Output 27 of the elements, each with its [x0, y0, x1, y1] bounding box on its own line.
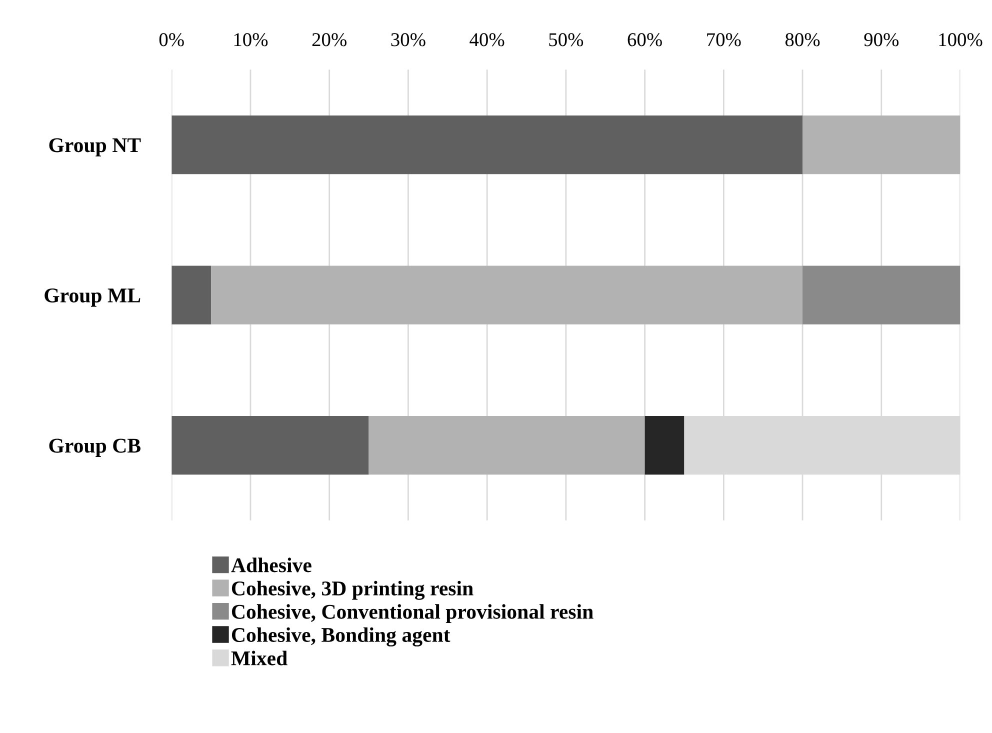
x-tick-label: 10% — [234, 33, 268, 46]
bar — [172, 416, 369, 475]
y-tick-label: Group NT — [49, 138, 141, 156]
x-tick-label: 0% — [159, 33, 184, 46]
bar — [644, 416, 684, 475]
bar — [368, 416, 645, 475]
bar — [211, 266, 803, 324]
legend-label: Cohesive, Conventional provisional resin — [232, 604, 594, 624]
y-tick-label: Group ML — [44, 288, 140, 307]
y-tick-label: Group CB — [49, 438, 140, 457]
bar — [802, 115, 960, 174]
legend-label: Cohesive, Bonding agent — [232, 627, 450, 646]
x-tick-label: 60% — [628, 33, 662, 46]
x-tick-label: 30% — [391, 33, 426, 46]
bar — [172, 266, 212, 324]
x-tick-label: 80% — [785, 33, 820, 46]
x-tick-label: 100% — [939, 33, 982, 46]
bar — [802, 266, 960, 324]
bar — [172, 115, 803, 174]
x-tick-label: 20% — [312, 33, 346, 46]
legend-label: Cohesive, 3D printing resin — [232, 580, 474, 600]
x-tick-label: 90% — [864, 33, 899, 46]
x-tick-label: 50% — [549, 33, 584, 46]
legend-label: Adhesive — [231, 558, 312, 572]
x-tick-label: 40% — [470, 33, 504, 46]
legend-label: Mixed — [231, 650, 288, 666]
x-tick-label: 70% — [707, 33, 741, 46]
